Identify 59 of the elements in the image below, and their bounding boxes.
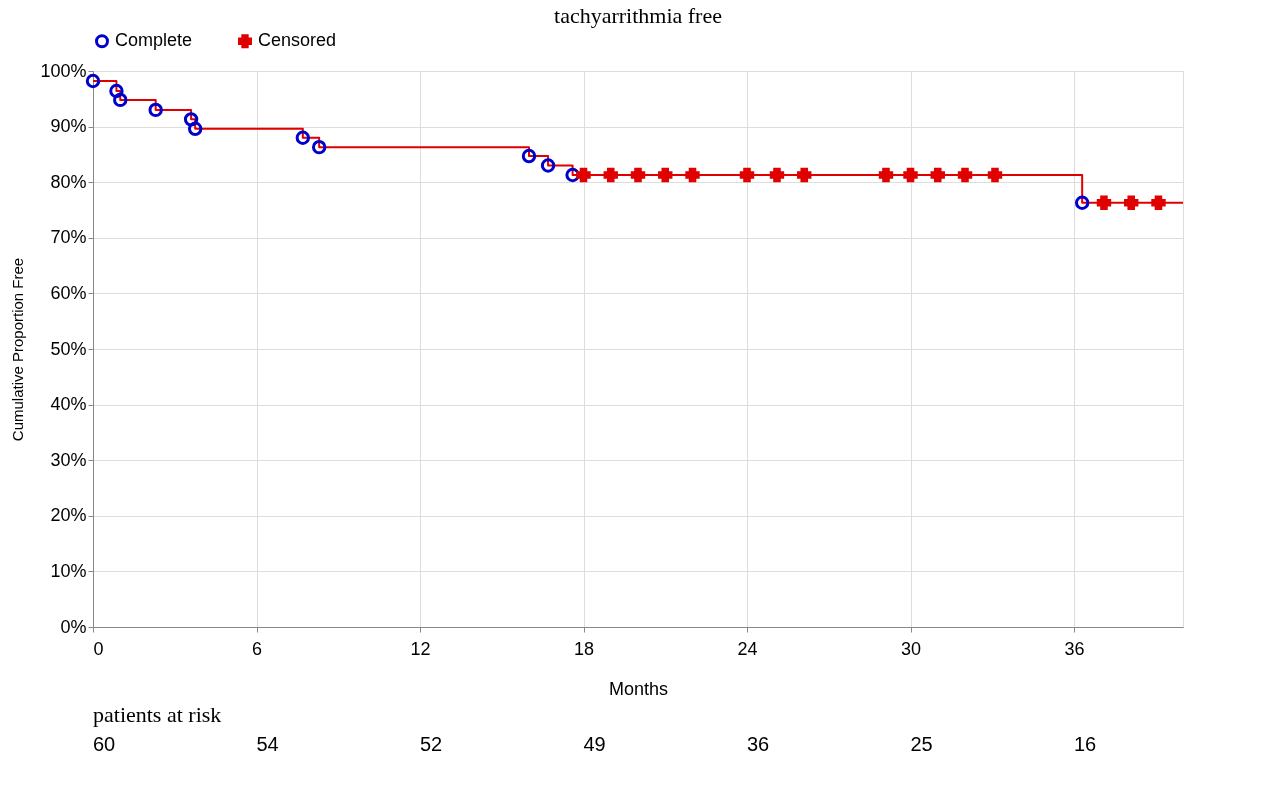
text: 36 — [747, 733, 770, 755]
point — [311, 139, 327, 155]
point — [957, 167, 973, 183]
point — [630, 167, 646, 183]
point — [987, 167, 1003, 183]
text: 25 — [910, 733, 933, 755]
point — [1151, 195, 1166, 210]
y-tick-label: 90% — [50, 116, 87, 137]
point — [658, 167, 673, 183]
text: patients at risk — [93, 702, 222, 727]
point — [903, 167, 918, 183]
y-tick-label: 80% — [50, 171, 87, 192]
point — [930, 167, 945, 183]
point — [565, 167, 580, 183]
y-tick-label: 10% — [50, 560, 87, 581]
chart-title: tachyarrithmia free — [554, 3, 722, 28]
point — [576, 167, 591, 183]
point — [85, 73, 101, 89]
x-tick-label: 6 — [251, 638, 263, 659]
legend-label: Complete — [115, 30, 193, 51]
y-tick-label: 60% — [50, 282, 87, 303]
y-tick-label: 0% — [60, 616, 87, 637]
x-tick-label: 24 — [737, 638, 758, 659]
text: 49 — [583, 733, 606, 755]
point — [521, 148, 537, 164]
text: 60 — [93, 733, 116, 755]
point — [769, 167, 785, 183]
y-tick-label: 50% — [50, 338, 87, 359]
point — [109, 83, 124, 99]
x-tick-label: 30 — [900, 638, 922, 659]
point — [878, 167, 894, 183]
point — [295, 130, 311, 145]
legend-label: Censored — [258, 30, 337, 51]
y-tick-label: 30% — [50, 449, 87, 470]
point — [148, 102, 163, 118]
y-tick-label: 40% — [50, 394, 87, 415]
y-tick-label: 100% — [40, 60, 87, 81]
x-tick-label: 18 — [573, 638, 595, 659]
point — [1074, 195, 1090, 210]
point — [797, 167, 812, 183]
point — [603, 167, 618, 183]
x-axis-title: Months — [608, 678, 669, 699]
point — [1124, 195, 1139, 210]
text: 54 — [256, 733, 279, 755]
point — [540, 158, 556, 173]
y-axis-title: Cumulative Proportion Free — [9, 257, 27, 442]
point — [187, 121, 203, 137]
point — [183, 112, 199, 127]
text: 52 — [420, 733, 443, 755]
x-tick-label: 36 — [1064, 638, 1085, 659]
x-tick-label: 12 — [410, 638, 431, 659]
point — [1096, 195, 1112, 210]
point — [685, 167, 700, 183]
text: 16 — [1074, 733, 1097, 755]
y-tick-label: 70% — [50, 227, 87, 248]
point — [113, 92, 128, 108]
y-tick-label: 20% — [50, 505, 87, 526]
x-tick-label: 0 — [93, 638, 104, 659]
point — [739, 167, 755, 183]
